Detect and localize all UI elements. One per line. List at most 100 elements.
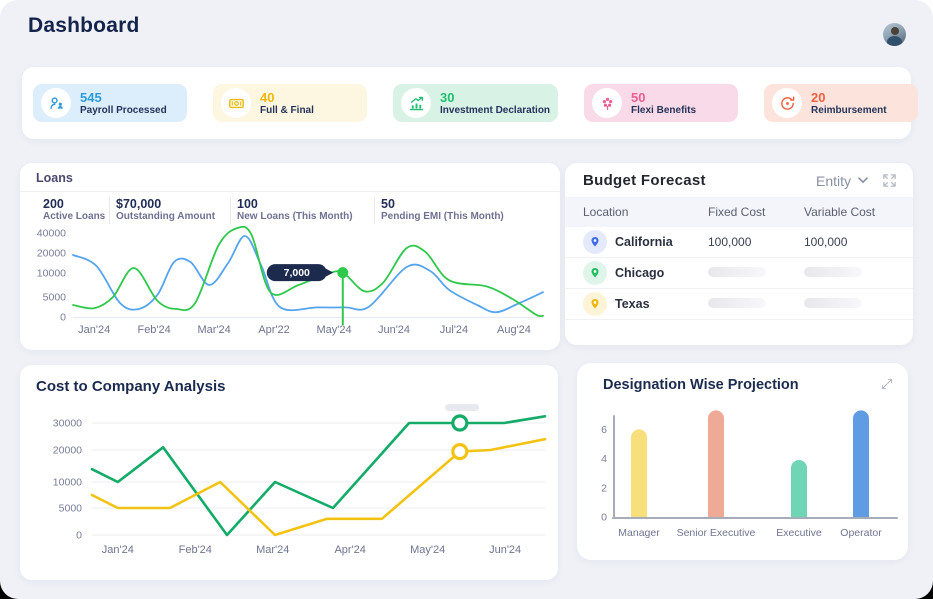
designation-title: Designation Wise Projection — [603, 377, 799, 393]
stat-card-payroll-processed[interactable]: 545 Payroll Processed — [33, 84, 187, 122]
table-row-texas[interactable]: Texas — [565, 289, 913, 320]
designation-bar-chart[interactable]: 0 2 4 6 Manager Senior Executive Executive Oper… — [589, 405, 900, 550]
variable-cost-cell: 100,000 — [804, 233, 895, 251]
svg-text:10000: 10000 — [53, 477, 82, 489]
stat-label: Pending EMI (This Month) — [381, 211, 504, 222]
svg-text:0: 0 — [60, 312, 66, 324]
stat-label: New Loans (This Month) — [237, 211, 353, 222]
stat-value: 30 — [440, 89, 455, 105]
stat-value: 20 — [811, 89, 826, 105]
user-avatar[interactable] — [883, 23, 906, 46]
chart-growth-icon — [401, 88, 431, 118]
svg-text:Aug'24: Aug'24 — [497, 324, 531, 336]
svg-text:2: 2 — [601, 482, 607, 494]
loading-skeleton — [708, 267, 766, 277]
banknote-icon — [221, 88, 251, 118]
stat-label: Investment Declaration — [440, 104, 551, 116]
fullscreen-expand-icon[interactable] — [882, 173, 897, 188]
history-arrow-icon — [772, 88, 803, 118]
stat-value: 40 — [260, 89, 275, 105]
stat-label: Reimbursement — [811, 104, 887, 116]
svg-text:Apr'22: Apr'22 — [258, 324, 289, 336]
chevron-down-icon — [858, 177, 868, 183]
stat-text: 40 Full & Final — [260, 90, 314, 117]
column-fixed-cost: Fixed Cost — [708, 205, 766, 219]
loans-stat-outstanding: $70,000 Outstanding Amount — [109, 197, 230, 224]
svg-text:Operator: Operator — [840, 527, 882, 539]
entity-dropdown[interactable]: Entity — [816, 173, 868, 189]
svg-text:0: 0 — [76, 530, 82, 542]
stat-label: Full & Final — [260, 104, 314, 116]
stat-card-full-and-final[interactable]: 40 Full & Final — [213, 84, 367, 122]
variable-cost-cell — [804, 295, 895, 313]
loading-skeleton — [804, 298, 862, 308]
location-pin-icon — [583, 230, 607, 254]
svg-text:Mar'24: Mar'24 — [256, 544, 289, 556]
svg-text:Jan'24: Jan'24 — [102, 544, 134, 556]
resize-diagonal-icon[interactable] — [880, 377, 894, 391]
stat-card-reimbursement[interactable]: 20 Reimbursement — [764, 84, 919, 122]
stat-text: 20 Reimbursement — [811, 90, 887, 117]
payroll-users-icon — [41, 88, 71, 118]
svg-text:May'24: May'24 — [410, 544, 445, 556]
cell-value: 100,000 — [708, 235, 752, 249]
stats-panel: 545 Payroll Processed 40 Full & Final — [22, 67, 919, 139]
loans-panel: Loans 200 Active Loans $70,000 Outstandi… — [20, 163, 560, 350]
stat-value: 545 — [80, 89, 102, 105]
loading-skeleton — [804, 267, 862, 277]
svg-text:Jan'24: Jan'24 — [78, 324, 110, 336]
page-title: Dashboard — [28, 14, 140, 37]
svg-text:20000: 20000 — [37, 248, 66, 260]
svg-text:Jul'24: Jul'24 — [440, 324, 468, 336]
stat-card-flexi-benefits[interactable]: 50 Flexi Benefits — [584, 84, 739, 122]
svg-text:Feb'24: Feb'24 — [179, 544, 212, 556]
loans-line-chart[interactable]: 0 5000 10000 20000 40000 Jan'24 Feb'24 Mar'24 Ap… — [30, 221, 550, 345]
svg-text:0: 0 — [601, 512, 607, 524]
divider — [20, 191, 560, 192]
fixed-cost-cell: 100,000 — [708, 233, 804, 251]
table-row-chicago[interactable]: Chicago — [565, 258, 913, 289]
stat-value: 200 — [43, 197, 64, 211]
loans-summary: 200 Active Loans $70,000 Outstanding Amo… — [20, 192, 560, 224]
svg-text:30000: 30000 — [53, 418, 82, 430]
stat-value: 50 — [381, 197, 395, 211]
stat-value: 100 — [237, 197, 258, 211]
cost-analysis-title: Cost to Company Analysis — [36, 378, 226, 395]
svg-text:5000: 5000 — [43, 292, 67, 304]
location-name: Chicago — [615, 266, 665, 280]
stat-text: 50 Flexi Benefits — [631, 90, 696, 117]
table-row-california[interactable]: California 100,000 100,000 — [565, 227, 913, 258]
svg-text:10000: 10000 — [37, 268, 66, 280]
loans-stat-new-loans: 100 New Loans (This Month) — [230, 197, 374, 224]
stat-value: 50 — [631, 89, 646, 105]
stat-label: Active Loans — [43, 211, 106, 222]
location-name: Texas — [615, 297, 650, 311]
loans-title: Loans — [36, 171, 73, 185]
stat-card-investment-declaration[interactable]: 30 Investment Declaration — [393, 84, 559, 122]
designation-projection-panel: Designation Wise Projection 0 2 4 6 Manager S… — [577, 363, 908, 560]
fixed-cost-cell — [708, 295, 804, 313]
svg-text:Apr'24: Apr'24 — [334, 544, 365, 556]
svg-text:Senior Executive: Senior Executive — [677, 527, 756, 539]
column-location: Location — [583, 205, 629, 219]
stat-label: Payroll Processed — [80, 104, 167, 116]
loading-skeleton — [708, 298, 766, 308]
svg-text:Executive: Executive — [776, 527, 822, 539]
budget-table-header: Location Fixed Cost Variable Cost — [565, 197, 913, 227]
svg-text:20000: 20000 — [53, 445, 82, 457]
location-pin-icon — [583, 261, 607, 285]
svg-text:Manager: Manager — [618, 527, 660, 539]
stat-value: $70,000 — [116, 197, 162, 211]
column-variable-cost: Variable Cost — [804, 205, 876, 219]
budget-forecast-panel: Budget Forecast Entity Location Fix — [565, 163, 913, 345]
svg-text:May'24: May'24 — [316, 324, 351, 336]
svg-text:4: 4 — [601, 453, 607, 465]
variable-cost-cell — [804, 264, 895, 282]
cost-analysis-panel: Cost to Company Analysis 0 5000 10000 20000… — [20, 365, 558, 580]
loans-stat-active: 200 Active Loans — [37, 197, 109, 224]
svg-text:Jun'24: Jun'24 — [489, 544, 521, 556]
top-bar: Dashboard — [28, 14, 906, 56]
cell-value: 100,000 — [804, 235, 848, 249]
flower-icon — [592, 88, 623, 118]
cost-analysis-line-chart[interactable]: 0 5000 10000 20000 30000 Jan'24 Feb'24 Mar'24 Ap… — [32, 395, 552, 567]
